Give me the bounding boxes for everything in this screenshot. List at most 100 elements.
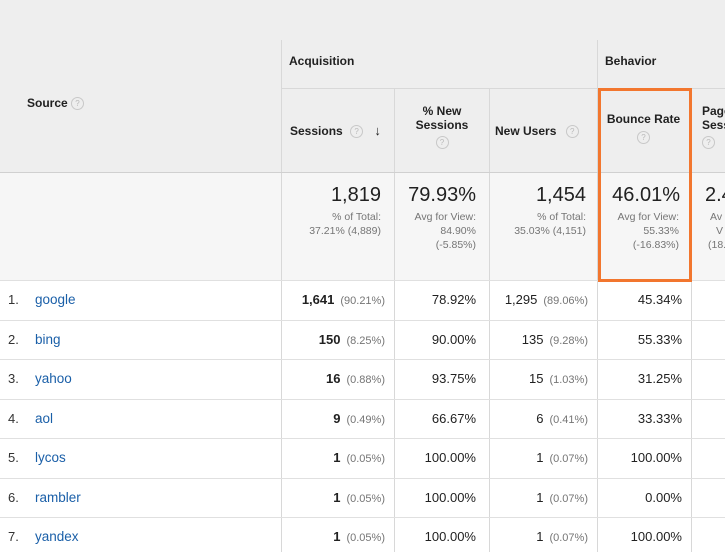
help-icon[interactable]: ? bbox=[637, 131, 650, 145]
new-sessions-header-line2: Sessions bbox=[415, 118, 469, 132]
new-users-percent: (0.41%) bbox=[549, 414, 588, 426]
sessions-header-label: Sessions bbox=[290, 124, 343, 138]
table-row: 4. aol 9 (0.49%) 66.67% 6 (0.41%) 33.33% bbox=[0, 399, 725, 439]
bounce-rate-highlight-box bbox=[598, 88, 692, 282]
new-users-cell: 1 (0.07%) bbox=[536, 450, 588, 465]
bounce-rate-cell: 0.00% bbox=[645, 490, 682, 505]
help-icon[interactable]: ? bbox=[71, 97, 85, 111]
row-divider bbox=[0, 320, 725, 321]
table-row: 1. google 1,641 (90.21%) 78.92% 1,295 (89.… bbox=[0, 280, 725, 320]
new-sessions-cell: 66.67% bbox=[431, 411, 476, 426]
total-pages-note-line1: Av bbox=[710, 211, 723, 223]
source-link[interactable]: lycos bbox=[35, 450, 66, 465]
new-users-percent: (1.03%) bbox=[549, 374, 588, 386]
sessions-cell: 150 (8.25%) bbox=[319, 332, 385, 347]
new-users-value: 135 bbox=[521, 332, 544, 347]
total-new-users-value: 1,454 bbox=[535, 184, 586, 206]
sessions-cell: 16 (0.88%) bbox=[326, 371, 385, 386]
source-link[interactable]: google bbox=[35, 292, 76, 307]
new-users-cell: 1 (0.07%) bbox=[536, 529, 588, 544]
sessions-percent: (0.88%) bbox=[346, 374, 385, 386]
row-index: 7. bbox=[8, 529, 19, 544]
bounce-rate-cell: 100.00% bbox=[630, 450, 682, 465]
new-users-column-header[interactable]: New Users ? bbox=[495, 124, 579, 139]
column-divider bbox=[597, 40, 598, 552]
new-sessions-cell: 100.00% bbox=[424, 490, 476, 505]
new-sessions-cell: 100.00% bbox=[424, 529, 476, 544]
new-users-percent: (0.07%) bbox=[549, 493, 588, 505]
row-index: 3. bbox=[8, 371, 19, 386]
bounce-rate-cell: 55.33% bbox=[637, 332, 682, 347]
new-users-value: 6 bbox=[536, 411, 544, 426]
sessions-percent: (0.49%) bbox=[346, 414, 385, 426]
table-row: 5. lycos 1 (0.05%) 100.00% 1 (0.07%) 100.0… bbox=[0, 438, 725, 478]
header-divider bbox=[281, 88, 725, 89]
total-new-sessions-note-line1: Avg for View: bbox=[414, 211, 476, 223]
table-row: 6. rambler 1 (0.05%) 100.00% 1 (0.07%) 0.0… bbox=[0, 478, 725, 518]
table-row: 2. bing 150 (8.25%) 90.00% 135 (9.28%) 55.… bbox=[0, 320, 725, 360]
row-divider bbox=[0, 478, 725, 479]
new-sessions-cell: 78.92% bbox=[431, 292, 476, 307]
new-users-cell: 135 (9.28%) bbox=[522, 332, 588, 347]
source-link[interactable]: rambler bbox=[35, 490, 81, 505]
source-link[interactable]: bing bbox=[35, 332, 61, 347]
total-bounce-rate-note-line1: Avg for View: bbox=[617, 211, 679, 223]
totals-row-background bbox=[0, 172, 725, 280]
table-header-background bbox=[0, 0, 725, 172]
total-new-sessions-note-line2: 84.90% bbox=[440, 225, 476, 237]
bounce-rate-column-header[interactable]: Bounce Rate ? bbox=[598, 112, 689, 145]
new-users-cell: 1 (0.07%) bbox=[536, 490, 588, 505]
total-new-sessions-note-line3: (-5.85%) bbox=[435, 239, 476, 251]
row-index: 1. bbox=[8, 292, 19, 307]
total-pages-value: 2.4 bbox=[705, 184, 725, 206]
pages-header-line2: Sess bbox=[702, 118, 725, 132]
total-pages-note-line2: V bbox=[716, 225, 724, 237]
row-index: 5. bbox=[8, 450, 19, 465]
sessions-cell: 1 (0.05%) bbox=[333, 450, 385, 465]
total-sessions-value: 1,819 bbox=[330, 184, 381, 206]
new-users-value: 1 bbox=[536, 490, 544, 505]
total-new-users-note-line2: 35.03% (4,151) bbox=[514, 225, 586, 237]
new-users-cell: 1,295 (89.06%) bbox=[505, 292, 588, 307]
help-icon[interactable]: ? bbox=[435, 136, 449, 150]
sessions-column-header[interactable]: Sessions ? ↓ bbox=[290, 123, 381, 139]
bounce-rate-cell: 100.00% bbox=[630, 529, 682, 544]
new-sessions-header-line1: % New bbox=[422, 104, 462, 118]
total-new-sessions-value: 79.93% bbox=[408, 184, 476, 206]
source-header-label: Source bbox=[27, 96, 68, 110]
header-divider bbox=[0, 172, 725, 173]
table-row: 3. yahoo 16 (0.88%) 93.75% 15 (1.03%) 31.2… bbox=[0, 359, 725, 399]
row-divider bbox=[0, 280, 725, 281]
new-users-value: 15 bbox=[529, 371, 544, 386]
help-icon[interactable]: ? bbox=[565, 125, 579, 139]
new-users-percent: (9.28%) bbox=[549, 335, 588, 347]
new-sessions-column-header[interactable]: % New Sessions ? bbox=[395, 104, 489, 150]
pages-per-session-column-header[interactable]: Page Sess ? bbox=[702, 104, 725, 150]
sort-descending-icon[interactable]: ↓ bbox=[374, 123, 381, 138]
sessions-cell: 9 (0.49%) bbox=[333, 411, 385, 426]
source-link[interactable]: yandex bbox=[35, 529, 79, 544]
row-divider bbox=[0, 517, 725, 518]
source-link[interactable]: yahoo bbox=[35, 371, 72, 386]
sessions-percent: (0.05%) bbox=[346, 532, 385, 544]
total-sessions-note: % of Total: 37.21% (4,889) bbox=[309, 210, 381, 238]
total-bounce-rate-note-line3: (-16.83%) bbox=[632, 239, 679, 251]
row-index: 2. bbox=[8, 332, 19, 347]
new-sessions-cell: 93.75% bbox=[431, 371, 476, 386]
total-new-sessions-note: Avg for View: 84.90% (-5.85%) bbox=[415, 210, 476, 252]
help-icon[interactable]: ? bbox=[702, 136, 715, 150]
new-users-percent: (0.07%) bbox=[549, 453, 588, 465]
sessions-value: 1 bbox=[333, 490, 341, 505]
bounce-rate-cell: 31.25% bbox=[637, 371, 682, 386]
source-link[interactable]: aol bbox=[35, 411, 54, 426]
sessions-value: 16 bbox=[326, 371, 341, 386]
new-users-value: 1 bbox=[536, 450, 544, 465]
column-divider bbox=[281, 40, 282, 552]
row-divider bbox=[0, 399, 725, 400]
new-sessions-cell: 100.00% bbox=[424, 450, 476, 465]
help-icon[interactable]: ? bbox=[350, 125, 364, 139]
total-new-users-note-line1: % of Total: bbox=[537, 211, 586, 223]
source-column-header[interactable]: Source ? bbox=[27, 96, 85, 111]
new-users-value: 1,295 bbox=[504, 292, 538, 307]
new-users-percent: (89.06%) bbox=[543, 295, 588, 307]
